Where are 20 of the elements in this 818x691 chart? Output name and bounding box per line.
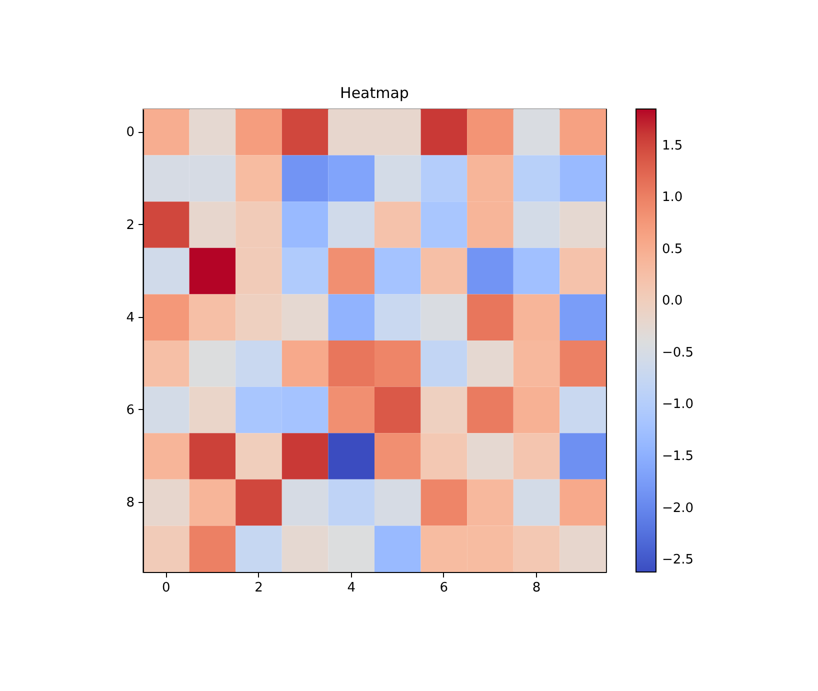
color-bar-label: −2.0 bbox=[662, 500, 694, 516]
color-bar-label: 1.5 bbox=[662, 138, 683, 154]
color-bar-label: 0.5 bbox=[662, 242, 683, 257]
chart-title: Heatmap bbox=[340, 84, 409, 102]
y-tick-label: 6 bbox=[126, 402, 134, 418]
color-bar-label: 0.0 bbox=[662, 294, 683, 309]
x-tick-label: 0 bbox=[162, 580, 170, 596]
color-bar-label: 1.0 bbox=[662, 190, 683, 206]
color-bar-label: −1.0 bbox=[662, 397, 694, 412]
x-tick-label: 4 bbox=[347, 580, 356, 596]
y-tick-label: 8 bbox=[126, 496, 134, 511]
y-tick-label: 4 bbox=[126, 310, 134, 326]
x-tick-label: 6 bbox=[440, 580, 448, 596]
color-bar-label: −2.5 bbox=[662, 552, 694, 568]
y-tick-label: 0 bbox=[126, 125, 134, 140]
x-tick-label: 2 bbox=[254, 580, 263, 596]
color-bar-label: −0.5 bbox=[662, 345, 694, 360]
color-bar-label: −1.5 bbox=[662, 448, 694, 464]
x-tick-label: 8 bbox=[532, 580, 541, 596]
y-tick-label: 2 bbox=[126, 218, 134, 233]
